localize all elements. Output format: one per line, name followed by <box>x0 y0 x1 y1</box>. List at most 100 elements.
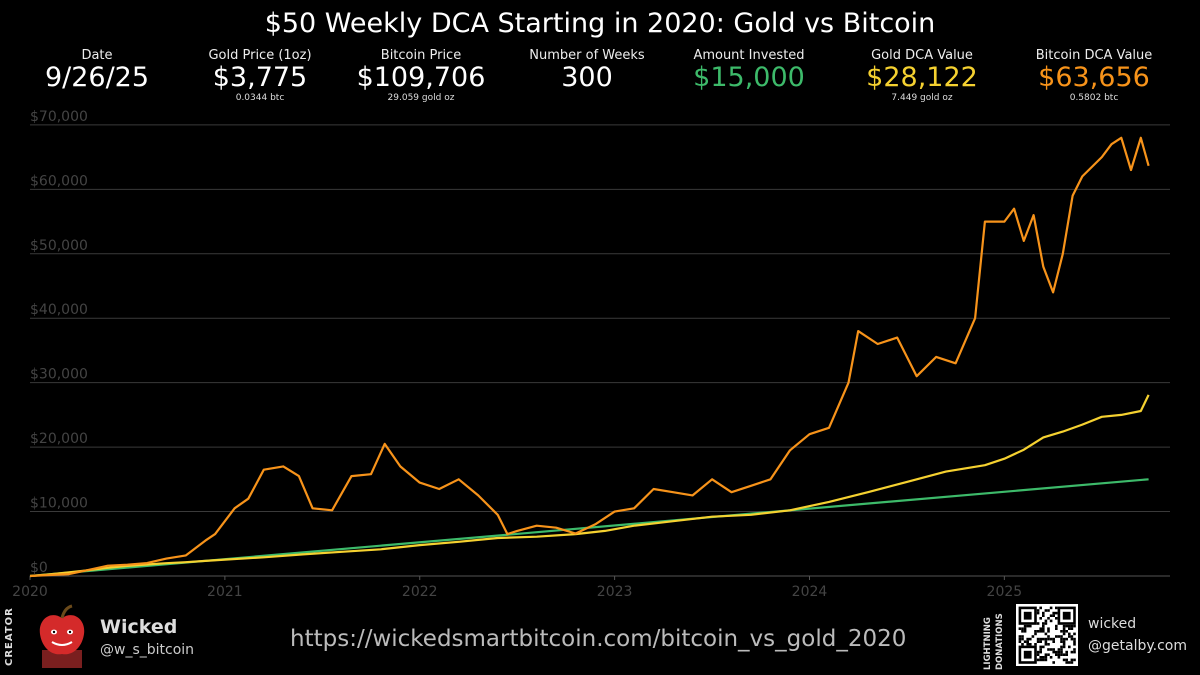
qr-module <box>1036 611 1040 615</box>
y-tick-label: $70,000 <box>30 109 88 125</box>
qr-module <box>1018 635 1022 638</box>
qr-module <box>1036 658 1040 662</box>
qr-module <box>1018 640 1022 643</box>
qr-module <box>1073 658 1076 662</box>
qr-module <box>1036 630 1040 633</box>
qr-module <box>1039 606 1042 610</box>
stat-label: Bitcoin Price <box>380 48 462 63</box>
qr-module <box>1049 606 1053 610</box>
qr-module <box>1073 650 1076 654</box>
footer: CREATOR Wicked @w_s_bitcoin https://wick… <box>0 600 1200 675</box>
stat-label: Gold Price (1oz) <box>208 48 312 63</box>
donation-handle[interactable]: @getalby.com <box>1088 638 1187 654</box>
source-url[interactable]: https://wickedsmartbitcoin.com/bitcoin_v… <box>290 626 907 652</box>
qr-module <box>1049 637 1053 641</box>
qr-module <box>1044 658 1048 662</box>
qr-module <box>1047 609 1050 612</box>
stat-amount-invested: Amount Invested $15,000 <box>664 48 834 93</box>
qr-module <box>1068 645 1071 649</box>
qr-module <box>1060 640 1063 643</box>
stat-sub: 7.449 gold oz <box>891 93 953 103</box>
qr-module <box>1044 622 1048 625</box>
qr-module <box>1039 645 1042 649</box>
qr-module <box>1026 643 1029 646</box>
bitcoin-dca-value-line <box>29 136 1150 578</box>
qr-module <box>1073 648 1076 651</box>
qr-module <box>1057 653 1061 656</box>
qr-module <box>1018 627 1022 630</box>
stat-value: 9/26/25 <box>44 62 150 93</box>
qr-code-icon[interactable] <box>1016 604 1078 666</box>
donation-name: wicked <box>1088 616 1137 632</box>
qr-module <box>1070 661 1074 664</box>
qr-module <box>1036 609 1040 612</box>
qr-module <box>1023 624 1027 628</box>
qr-module <box>1062 624 1066 628</box>
stat-label: Number of Weeks <box>529 48 645 63</box>
qr-module <box>1042 637 1045 641</box>
qr-module <box>1042 656 1045 659</box>
y-tick-label: $40,000 <box>30 302 88 318</box>
qr-module <box>1057 656 1061 659</box>
qr-module <box>1042 624 1045 628</box>
qr-module <box>1039 650 1042 654</box>
qr-module <box>1047 653 1050 656</box>
qr-module <box>1047 643 1050 646</box>
qr-module <box>1021 637 1024 641</box>
qr-module <box>1036 622 1040 625</box>
qr-module <box>1060 653 1063 656</box>
qr-module <box>1065 630 1068 633</box>
qr-module <box>1068 661 1071 664</box>
dca-line-chart: $0 $10,000 $20,000 $30,000 $40,000 $50,000 $60… <box>12 109 1170 600</box>
stat-weeks: Number of Weeks 300 <box>502 48 672 93</box>
qr-finder <box>1062 611 1071 620</box>
x-tick-label: 2021 <box>207 584 243 600</box>
stat-sub: 29.059 gold oz <box>387 93 455 103</box>
qr-module <box>1052 611 1055 615</box>
qr-module <box>1052 650 1055 654</box>
creator-tag: CREATOR <box>4 607 15 666</box>
qr-module <box>1021 630 1024 633</box>
qr-module <box>1039 658 1042 662</box>
qr-module <box>1052 614 1055 617</box>
qr-module <box>1044 653 1048 656</box>
stat-label: Bitcoin DCA Value <box>1035 48 1153 63</box>
qr-module <box>1047 627 1050 630</box>
qr-module <box>1068 635 1071 638</box>
qr-module <box>1021 627 1024 630</box>
qr-module <box>1023 627 1027 630</box>
qr-module <box>1034 643 1037 646</box>
x-tick-label: 2020 <box>12 584 48 600</box>
qr-module <box>1044 656 1048 659</box>
qr-module <box>1044 632 1048 636</box>
creator-avatar-apple-icon[interactable] <box>34 604 90 668</box>
qr-module <box>1057 635 1061 638</box>
qr-module <box>1062 643 1066 646</box>
qr-module <box>1060 648 1063 651</box>
qr-module <box>1065 658 1068 662</box>
qr-module <box>1023 640 1027 643</box>
qr-module <box>1073 637 1076 641</box>
qr-module <box>1052 648 1055 651</box>
qr-module <box>1073 624 1076 628</box>
y-tick-label: $30,000 <box>30 367 88 383</box>
qr-module <box>1026 624 1029 628</box>
qr-module <box>1021 643 1024 646</box>
y-tick-label: $10,000 <box>30 496 88 512</box>
qr-module <box>1049 648 1053 651</box>
qr-module <box>1036 640 1040 643</box>
qr-module <box>1062 627 1066 630</box>
qr-module <box>1065 661 1068 664</box>
qr-module <box>1070 658 1074 662</box>
qr-module <box>1029 624 1032 628</box>
qr-module <box>1039 656 1042 659</box>
creator-handle[interactable]: @w_s_bitcoin <box>100 642 195 658</box>
qr-module <box>1055 611 1058 615</box>
qr-module <box>1055 617 1058 620</box>
qr-module <box>1029 643 1032 646</box>
qr-module <box>1055 606 1058 610</box>
qr-module <box>1044 640 1048 643</box>
qr-module <box>1042 645 1045 649</box>
qr-module <box>1044 637 1048 641</box>
gold-dca-value-line <box>29 394 1150 578</box>
